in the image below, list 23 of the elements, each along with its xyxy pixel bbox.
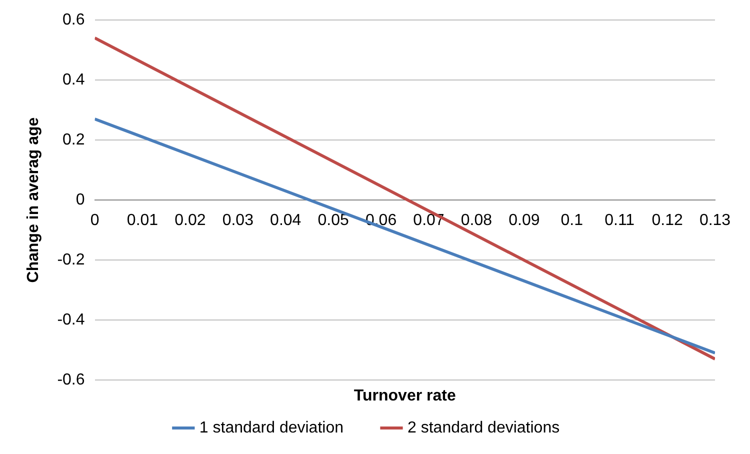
y-tick-label: 0.4 <box>62 71 85 88</box>
y-axis-title: Change in averag age <box>25 117 42 283</box>
y-tick-label: 0 <box>76 191 85 208</box>
x-tick-label: 0.04 <box>270 212 302 230</box>
x-tick-label: 0.03 <box>222 212 254 230</box>
x-tick-label: 0.12 <box>652 212 683 230</box>
y-tick-label: -0.2 <box>57 251 85 268</box>
x-tick-label: 0.1 <box>560 212 584 230</box>
x-axis-title: Turnover rate <box>354 387 456 404</box>
y-tick-label: 0.6 <box>62 11 85 28</box>
x-tick-label: 0.09 <box>508 212 540 230</box>
y-tick-label: 0.2 <box>62 131 85 148</box>
x-tick-label: 0.11 <box>604 212 635 230</box>
y-tick-label: -0.6 <box>57 371 85 388</box>
y-tick-label: -0.4 <box>57 311 85 328</box>
x-tick-label: 0 <box>90 212 100 230</box>
x-tick-label: 0.13 <box>699 212 731 230</box>
legend-label: 1 standard deviation <box>199 419 344 436</box>
x-tick-label: 0.02 <box>174 212 206 230</box>
x-tick-label: 0.08 <box>460 212 492 230</box>
x-tick-label: 0.05 <box>318 212 349 230</box>
x-tick-label: 0.01 <box>126 212 158 230</box>
legend-label: 2 standard deviations <box>408 419 560 436</box>
